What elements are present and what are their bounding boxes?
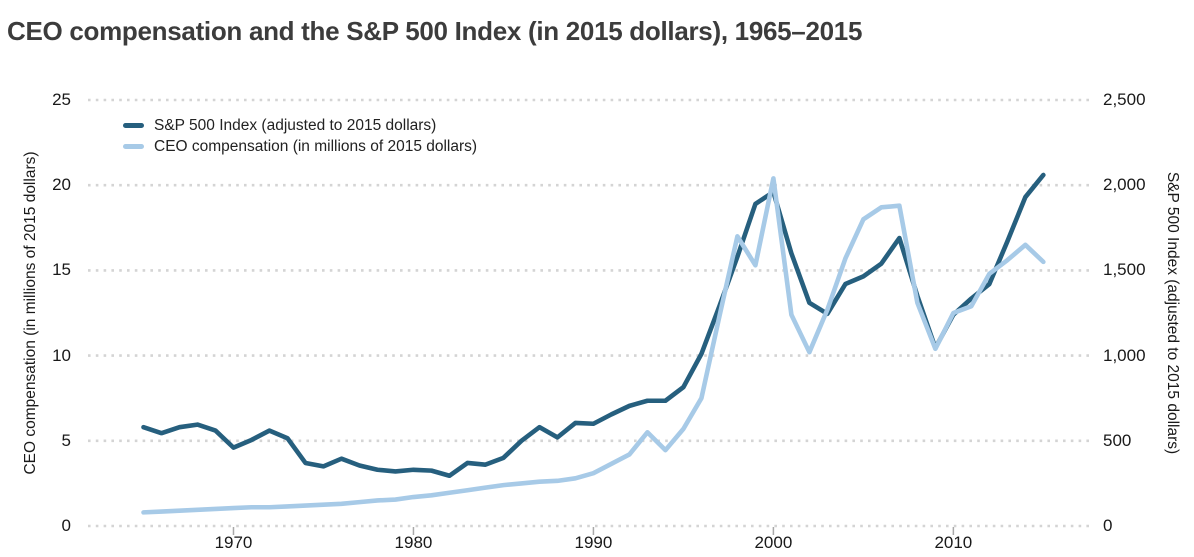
legend-item-ceo: CEO compensation (in millions of 2015 do… bbox=[123, 136, 477, 157]
y-axis-right-tick-label: 1,500 bbox=[1103, 260, 1146, 280]
y-axis-right-tick-label: 2,500 bbox=[1103, 90, 1146, 109]
sp500-line bbox=[141, 172, 1046, 479]
ceo-legend-label: CEO compensation (in millions of 2015 do… bbox=[154, 137, 478, 155]
sp500-legend-label: S&P 500 Index (adjusted to 2015 dollars) bbox=[154, 116, 437, 134]
y-axis-left-tick-label: 15 bbox=[52, 260, 71, 280]
legend-item-sp500: S&P 500 Index (adjusted to 2015 dollars) bbox=[123, 115, 477, 136]
x-axis-tick-label: 2010 bbox=[934, 533, 973, 552]
y-axis-left-tick-label: 0 bbox=[61, 516, 71, 535]
y-axis-right-tick-label: 0 bbox=[1103, 516, 1113, 535]
x-axis-tick-label: 2000 bbox=[754, 533, 793, 552]
chart-title: CEO compensation and the S&P 500 Index (… bbox=[7, 16, 863, 46]
legend: S&P 500 Index (adjusted to 2015 dollars)… bbox=[123, 115, 477, 157]
ceo-compensation-line bbox=[141, 176, 1046, 515]
sp500-legend-swatch bbox=[123, 123, 144, 128]
y-axis-right-tick-label: 500 bbox=[1103, 430, 1132, 450]
y-axis-right-title: S&P 500 Index (adjusted to 2015 dollars) bbox=[1164, 171, 1181, 455]
y-axis-left-tick-label: 25 bbox=[52, 90, 71, 109]
y-axis-right-tick-label: 1,000 bbox=[1103, 345, 1146, 365]
y-axis-right-tick-label: 2,000 bbox=[1103, 175, 1146, 195]
x-axis-tick-label: 1980 bbox=[394, 533, 433, 552]
x-axis-tick-label: 1970 bbox=[214, 533, 253, 552]
y-axis-left-tick-label: 5 bbox=[61, 430, 71, 450]
y-axis-left-tick-label: 20 bbox=[52, 175, 71, 195]
y-axis-left-title: CEO compensation (in millions of 2015 do… bbox=[22, 151, 39, 475]
y-axis-left-tick-label: 10 bbox=[52, 345, 71, 365]
x-axis-tick-label: 1990 bbox=[574, 533, 613, 552]
ceo-legend-swatch bbox=[123, 144, 144, 149]
